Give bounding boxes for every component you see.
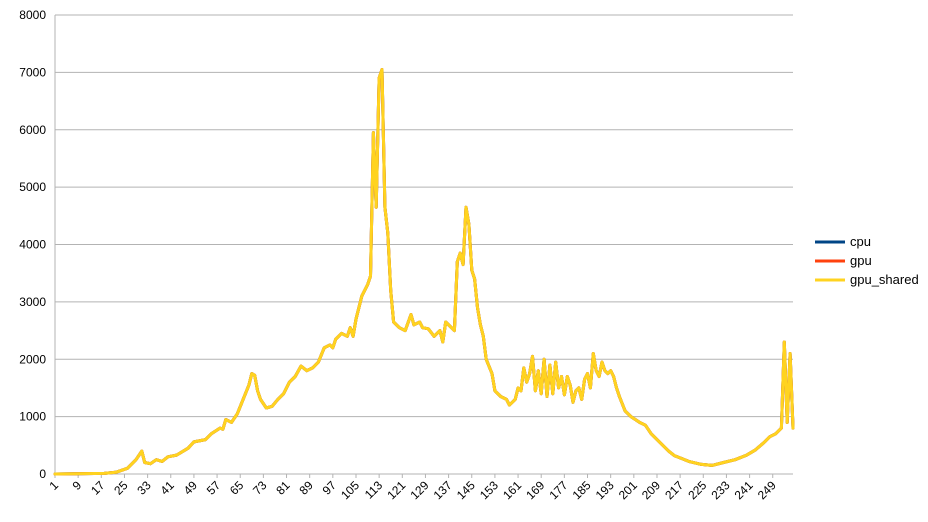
legend: cpu gpu gpu_shared <box>815 234 919 287</box>
x-tick-label: 65 <box>227 478 247 498</box>
x-tick-label: 97 <box>320 478 340 498</box>
y-tick-label: 0 <box>39 467 46 481</box>
y-axis-ticks: 0 1000 2000 3000 4000 5000 6000 7000 8000 <box>19 8 46 481</box>
series-line-gpu-shared <box>53 68 795 476</box>
y-tick-label: 4000 <box>19 238 46 252</box>
x-tick-label: 161 <box>500 478 524 502</box>
x-tick-label: 177 <box>546 478 570 502</box>
x-tick-label: 241 <box>732 478 756 502</box>
x-tick-label: 89 <box>296 478 316 498</box>
y-tick-label: 6000 <box>19 123 46 137</box>
y-tick-label: 7000 <box>19 65 46 79</box>
x-tick-label: 81 <box>273 478 293 498</box>
x-tick-label: 153 <box>477 478 501 502</box>
legend-label: cpu <box>850 234 871 249</box>
x-tick-label: 113 <box>362 478 386 502</box>
x-tick-label: 201 <box>616 478 640 502</box>
legend-label: gpu <box>850 253 872 268</box>
x-tick-label: 233 <box>708 478 732 502</box>
x-tick-label: 137 <box>431 478 455 502</box>
x-tick-label: 209 <box>639 478 663 502</box>
x-tick-label: 225 <box>685 478 709 502</box>
x-tick-label: 169 <box>523 478 547 502</box>
y-tick-label: 3000 <box>19 295 46 309</box>
x-tick-label: 33 <box>134 478 154 498</box>
y-tick-label: 8000 <box>19 8 46 22</box>
x-tick-label: 249 <box>755 478 779 502</box>
y-tick-label: 5000 <box>19 180 46 194</box>
grid-lines <box>54 14 793 475</box>
x-tick-label: 25 <box>111 478 131 498</box>
x-tick-label: 49 <box>181 478 201 498</box>
x-axis-ticks: 1 9 17 25 33 41 49 57 65 73 81 89 97 105 113 121 129 137 1… <box>46 474 779 502</box>
x-tick-label: 1 <box>46 478 61 493</box>
x-tick-label: 17 <box>88 478 108 498</box>
series-lines <box>53 68 795 476</box>
y-tick-label: 1000 <box>19 410 46 424</box>
y-tick-label: 2000 <box>19 352 46 366</box>
x-tick-label: 217 <box>662 478 686 502</box>
x-tick-label: 185 <box>570 478 594 502</box>
x-tick-label: 129 <box>408 478 432 502</box>
x-tick-label: 145 <box>454 478 478 502</box>
x-tick-label: 57 <box>204 478 224 498</box>
x-tick-label: 41 <box>158 478 178 498</box>
x-tick-label: 73 <box>250 478 270 498</box>
x-tick-label: 9 <box>70 478 85 493</box>
legend-label: gpu_shared <box>850 272 919 287</box>
x-tick-label: 193 <box>593 478 617 502</box>
x-tick-label: 121 <box>384 478 408 502</box>
x-tick-label: 105 <box>338 478 362 502</box>
